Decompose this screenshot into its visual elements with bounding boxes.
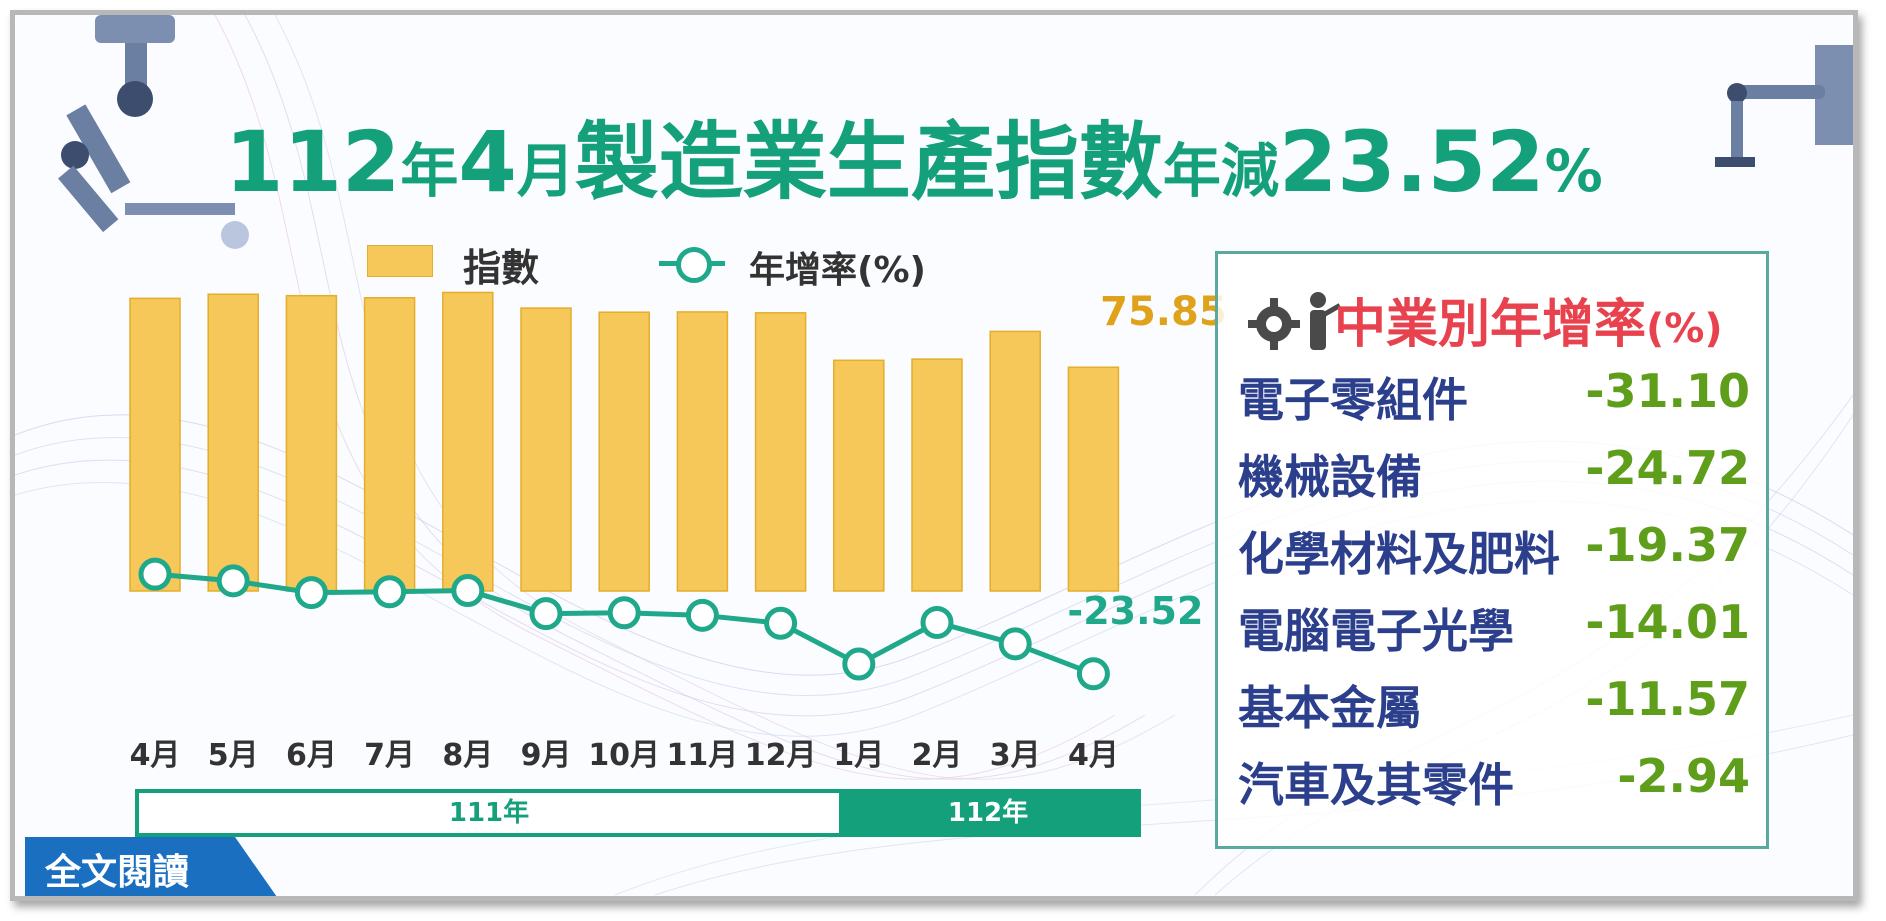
industry-name: 汽車及其零件 <box>1238 758 1514 812</box>
infographic-frame: 112年4月製造業生產指數年減23.52% 指數 年增率(%) 4月 5月 6月 7月… <box>10 10 1858 901</box>
legend-dot-swatch <box>676 247 712 283</box>
industry-row: 化學材料及肥料 -19.37 <box>1238 518 1758 588</box>
industry-row: 機械設備 -24.72 <box>1238 441 1758 511</box>
growth-point <box>294 576 328 610</box>
bar <box>520 307 572 592</box>
bar <box>911 358 963 592</box>
bar <box>754 312 807 592</box>
x-tick-label: 10月 <box>588 738 660 773</box>
legend-growth-label: 年增率(%) <box>749 250 926 291</box>
growth-point <box>216 564 250 598</box>
data-label-index: 75.85 <box>1100 289 1227 335</box>
industry-row: 電子零組件 -31.10 <box>1238 364 1758 434</box>
growth-point <box>920 605 954 639</box>
bar <box>833 359 885 592</box>
growth-point <box>138 557 172 591</box>
year-111-label: 111年 <box>448 798 530 828</box>
growth-point <box>998 627 1032 661</box>
industry-value: -24.72 <box>1585 441 1750 495</box>
read-full-text-label: 全文閱讀 <box>45 852 190 893</box>
bar <box>989 330 1041 592</box>
page-title: 112年4月製造業生產指數年減23.52% <box>225 113 1603 211</box>
industry-name: 基本金屬 <box>1238 681 1422 735</box>
legend-index-label: 指數 <box>463 246 540 290</box>
legend-bar-swatch <box>367 245 433 277</box>
industry-value: -14.01 <box>1585 595 1750 649</box>
growth-point <box>529 597 563 631</box>
x-tick-label: 3月 <box>990 738 1041 773</box>
year-group-bar: 111年 112年 <box>135 789 1141 837</box>
growth-point <box>373 575 407 609</box>
industry-row: 汽車及其零件 -2.94 <box>1238 749 1758 819</box>
x-tick-label: 4月 <box>130 738 181 773</box>
industry-value: -19.37 <box>1585 518 1750 572</box>
growth-point <box>607 596 641 630</box>
bar <box>676 311 729 592</box>
panel-title: 中業別年增率(%) <box>1334 295 1723 355</box>
x-tick-label: 4月 <box>1068 738 1119 773</box>
x-tick-label: 7月 <box>364 738 415 773</box>
bar <box>129 297 181 592</box>
data-label-growth: -23.52 <box>1067 589 1203 633</box>
x-tick-label: 2月 <box>912 738 963 773</box>
robot-arm-right-illustration <box>1715 45 1853 167</box>
x-tick-label: 11月 <box>667 738 739 773</box>
industry-growth-panel: 中業別年增率(%) 電子零組件 -31.10 機械設備 -24.72 化學材料及… <box>1215 251 1769 849</box>
industry-name: 電腦電子光學 <box>1238 604 1514 658</box>
x-tick-label: 8月 <box>442 738 493 773</box>
growth-point <box>764 606 798 640</box>
read-full-text-button[interactable]: 全文閱讀 <box>25 837 277 896</box>
x-tick-label: 9月 <box>521 738 572 773</box>
industry-value: -11.57 <box>1585 672 1750 726</box>
industry-name: 化學材料及肥料 <box>1238 527 1560 581</box>
robot-arm-left-illustration <box>58 15 249 249</box>
growth-point <box>685 598 719 632</box>
bar <box>1067 366 1120 592</box>
industry-value: -2.94 <box>1617 749 1750 803</box>
bar <box>598 311 650 592</box>
x-tick-label: 5月 <box>208 738 259 773</box>
industry-value: -31.10 <box>1585 364 1750 418</box>
bar <box>363 297 416 592</box>
button-background <box>25 837 277 896</box>
growth-point <box>451 574 485 608</box>
industry-name: 電子零組件 <box>1238 373 1468 427</box>
x-tick-label: 1月 <box>833 738 884 773</box>
x-tick-label: 6月 <box>286 738 337 773</box>
industry-row: 電腦電子光學 -14.01 <box>1238 595 1758 665</box>
bar <box>285 294 338 592</box>
x-tick-label: 12月 <box>745 738 817 773</box>
index-chart: 4月 5月 6月 7月 8月 9月 10月 11月 12月 1月 2月 3月 4月 75.85 -23.52 <box>129 289 1227 773</box>
growth-point <box>842 647 876 681</box>
bar <box>207 293 259 592</box>
bar <box>442 291 494 592</box>
industry-name: 機械設備 <box>1238 450 1422 504</box>
growth-point <box>1076 657 1110 691</box>
gear-person-icon <box>1248 292 1342 350</box>
year-112-label: 112年 <box>839 793 1137 833</box>
industry-row: 基本金屬 -11.57 <box>1238 672 1758 742</box>
